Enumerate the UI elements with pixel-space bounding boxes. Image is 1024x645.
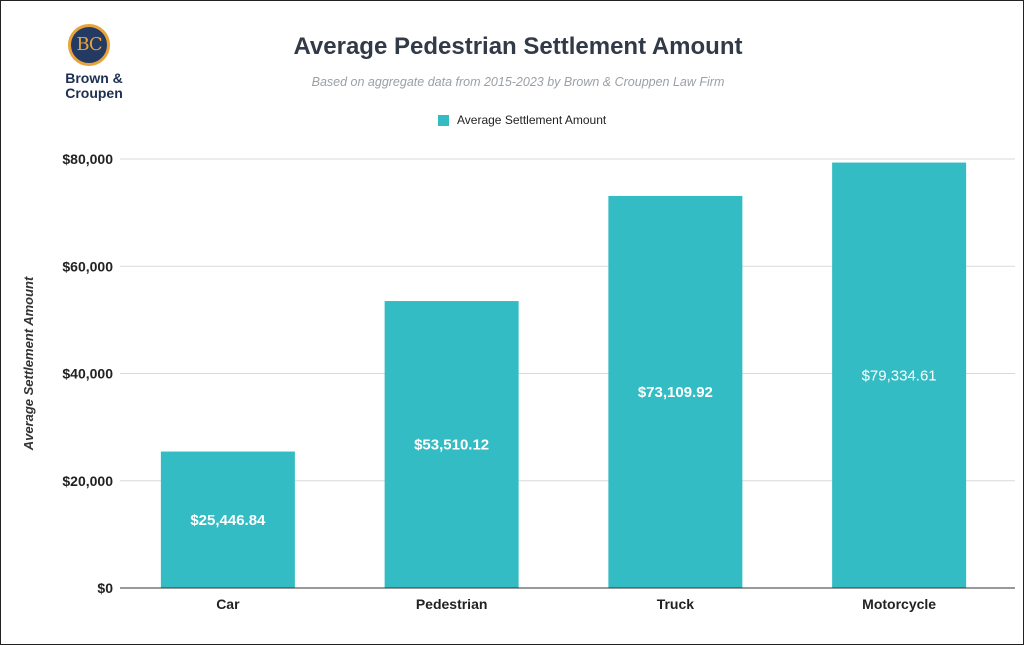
y-tick-label: $20,000 xyxy=(62,473,113,489)
logo-name-line1: Brown & xyxy=(65,70,123,86)
chart-subtitle: Based on aggregate data from 2015-2023 b… xyxy=(311,75,725,89)
logo-name: Brown & Croupen xyxy=(55,71,133,101)
bar xyxy=(160,451,295,588)
bar-data-label: $25,446.84 xyxy=(190,512,266,529)
legend-label: Average Settlement Amount xyxy=(457,113,607,127)
x-tick-label: Pedestrian xyxy=(416,596,488,612)
logo-monogram: BC xyxy=(76,34,102,55)
y-tick-label: $60,000 xyxy=(62,258,113,274)
x-tick-label: Motorcycle xyxy=(862,596,936,612)
legend-swatch xyxy=(438,114,449,126)
bar xyxy=(384,301,519,588)
logo-badge xyxy=(68,24,110,66)
x-tick-label: Truck xyxy=(657,596,695,612)
x-tick-label: Car xyxy=(216,596,240,612)
y-tick-label: $80,000 xyxy=(62,151,113,167)
bar xyxy=(608,195,743,588)
y-tick-label: $0 xyxy=(97,580,113,596)
y-tick-label: $40,000 xyxy=(62,366,113,382)
chart-title: Average Pedestrian Settlement Amount xyxy=(293,33,743,60)
bar-data-label: $79,334.61 xyxy=(862,367,937,384)
chart-legend: Average Settlement Amount xyxy=(438,113,606,127)
bar xyxy=(832,162,967,588)
bar-data-label: $73,109.92 xyxy=(638,384,713,401)
bar-data-label: $53,510.12 xyxy=(414,437,489,454)
y-axis-title: Average Settlement Amount xyxy=(21,276,36,451)
logo-name-line2: Croupen xyxy=(65,85,123,101)
